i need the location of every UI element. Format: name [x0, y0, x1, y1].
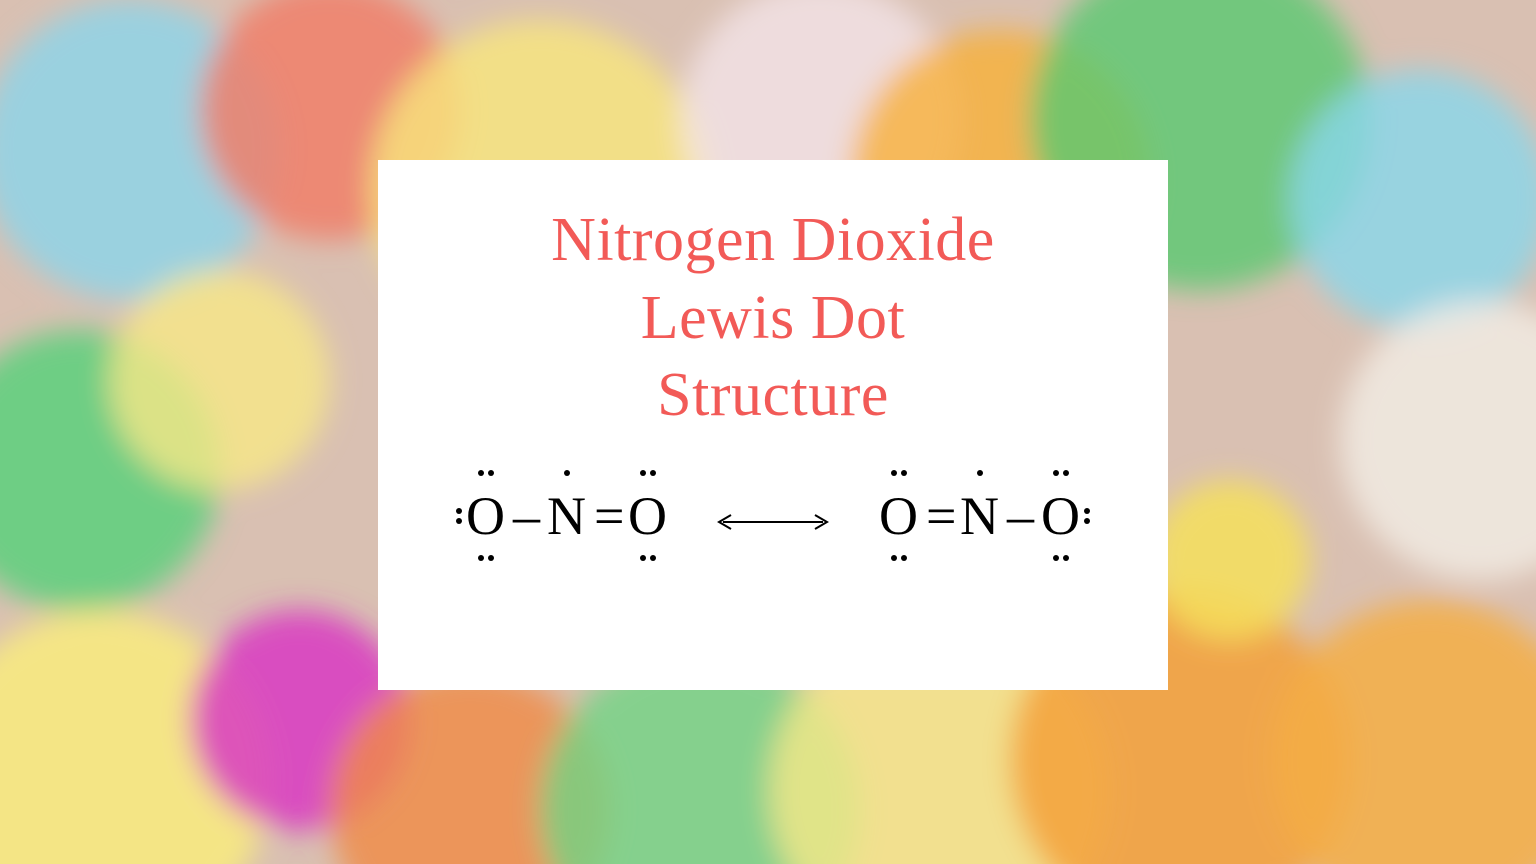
atom-o: O — [458, 471, 513, 561]
electron-dot — [650, 555, 656, 561]
electron-dot — [456, 508, 462, 514]
atom-symbol: N — [547, 485, 586, 547]
atom-n: N — [952, 471, 1007, 561]
lewis-structure-row: O–N=OO=N–O — [458, 471, 1088, 561]
electron-dot — [1063, 555, 1069, 561]
electron-dot — [1084, 508, 1090, 514]
atom-symbol: O — [466, 485, 505, 547]
electron-dot — [1084, 518, 1090, 524]
stage: Nitrogen Dioxide Lewis Dot Structure O–N… — [0, 0, 1536, 864]
electron-dot — [1053, 470, 1059, 476]
resonance-structure: O–N=O — [458, 471, 675, 561]
atom-o: O — [871, 471, 926, 561]
electron-dot — [891, 470, 897, 476]
electron-dot — [488, 470, 494, 476]
double-bond: = — [594, 485, 620, 547]
electron-dot — [1053, 555, 1059, 561]
electron-dot — [891, 555, 897, 561]
content-card: Nitrogen Dioxide Lewis Dot Structure O–N… — [378, 160, 1168, 690]
electron-dot — [478, 555, 484, 561]
atom-symbol: N — [960, 485, 999, 547]
atom-o: O — [1033, 471, 1088, 561]
resonance-arrow — [711, 485, 835, 547]
electron-dot — [488, 555, 494, 561]
single-bond: – — [1007, 485, 1033, 547]
double-bond: = — [926, 485, 952, 547]
electron-dot — [456, 518, 462, 524]
title-text: Nitrogen Dioxide Lewis Dot Structure — [551, 202, 995, 435]
single-bond: – — [513, 485, 539, 547]
atom-symbol: O — [628, 485, 667, 547]
electron-dot — [901, 470, 907, 476]
electron-dot — [640, 470, 646, 476]
electron-dot — [650, 470, 656, 476]
atom-symbol: O — [1041, 485, 1080, 547]
atom-o: O — [620, 471, 675, 561]
atom-n: N — [539, 471, 594, 561]
electron-dot — [901, 555, 907, 561]
electron-dot — [478, 470, 484, 476]
electron-dot — [1063, 470, 1069, 476]
electron-dot — [564, 470, 570, 476]
resonance-structure: O=N–O — [871, 471, 1088, 561]
electron-dot — [977, 470, 983, 476]
electron-dot — [640, 555, 646, 561]
atom-symbol: O — [879, 485, 918, 547]
